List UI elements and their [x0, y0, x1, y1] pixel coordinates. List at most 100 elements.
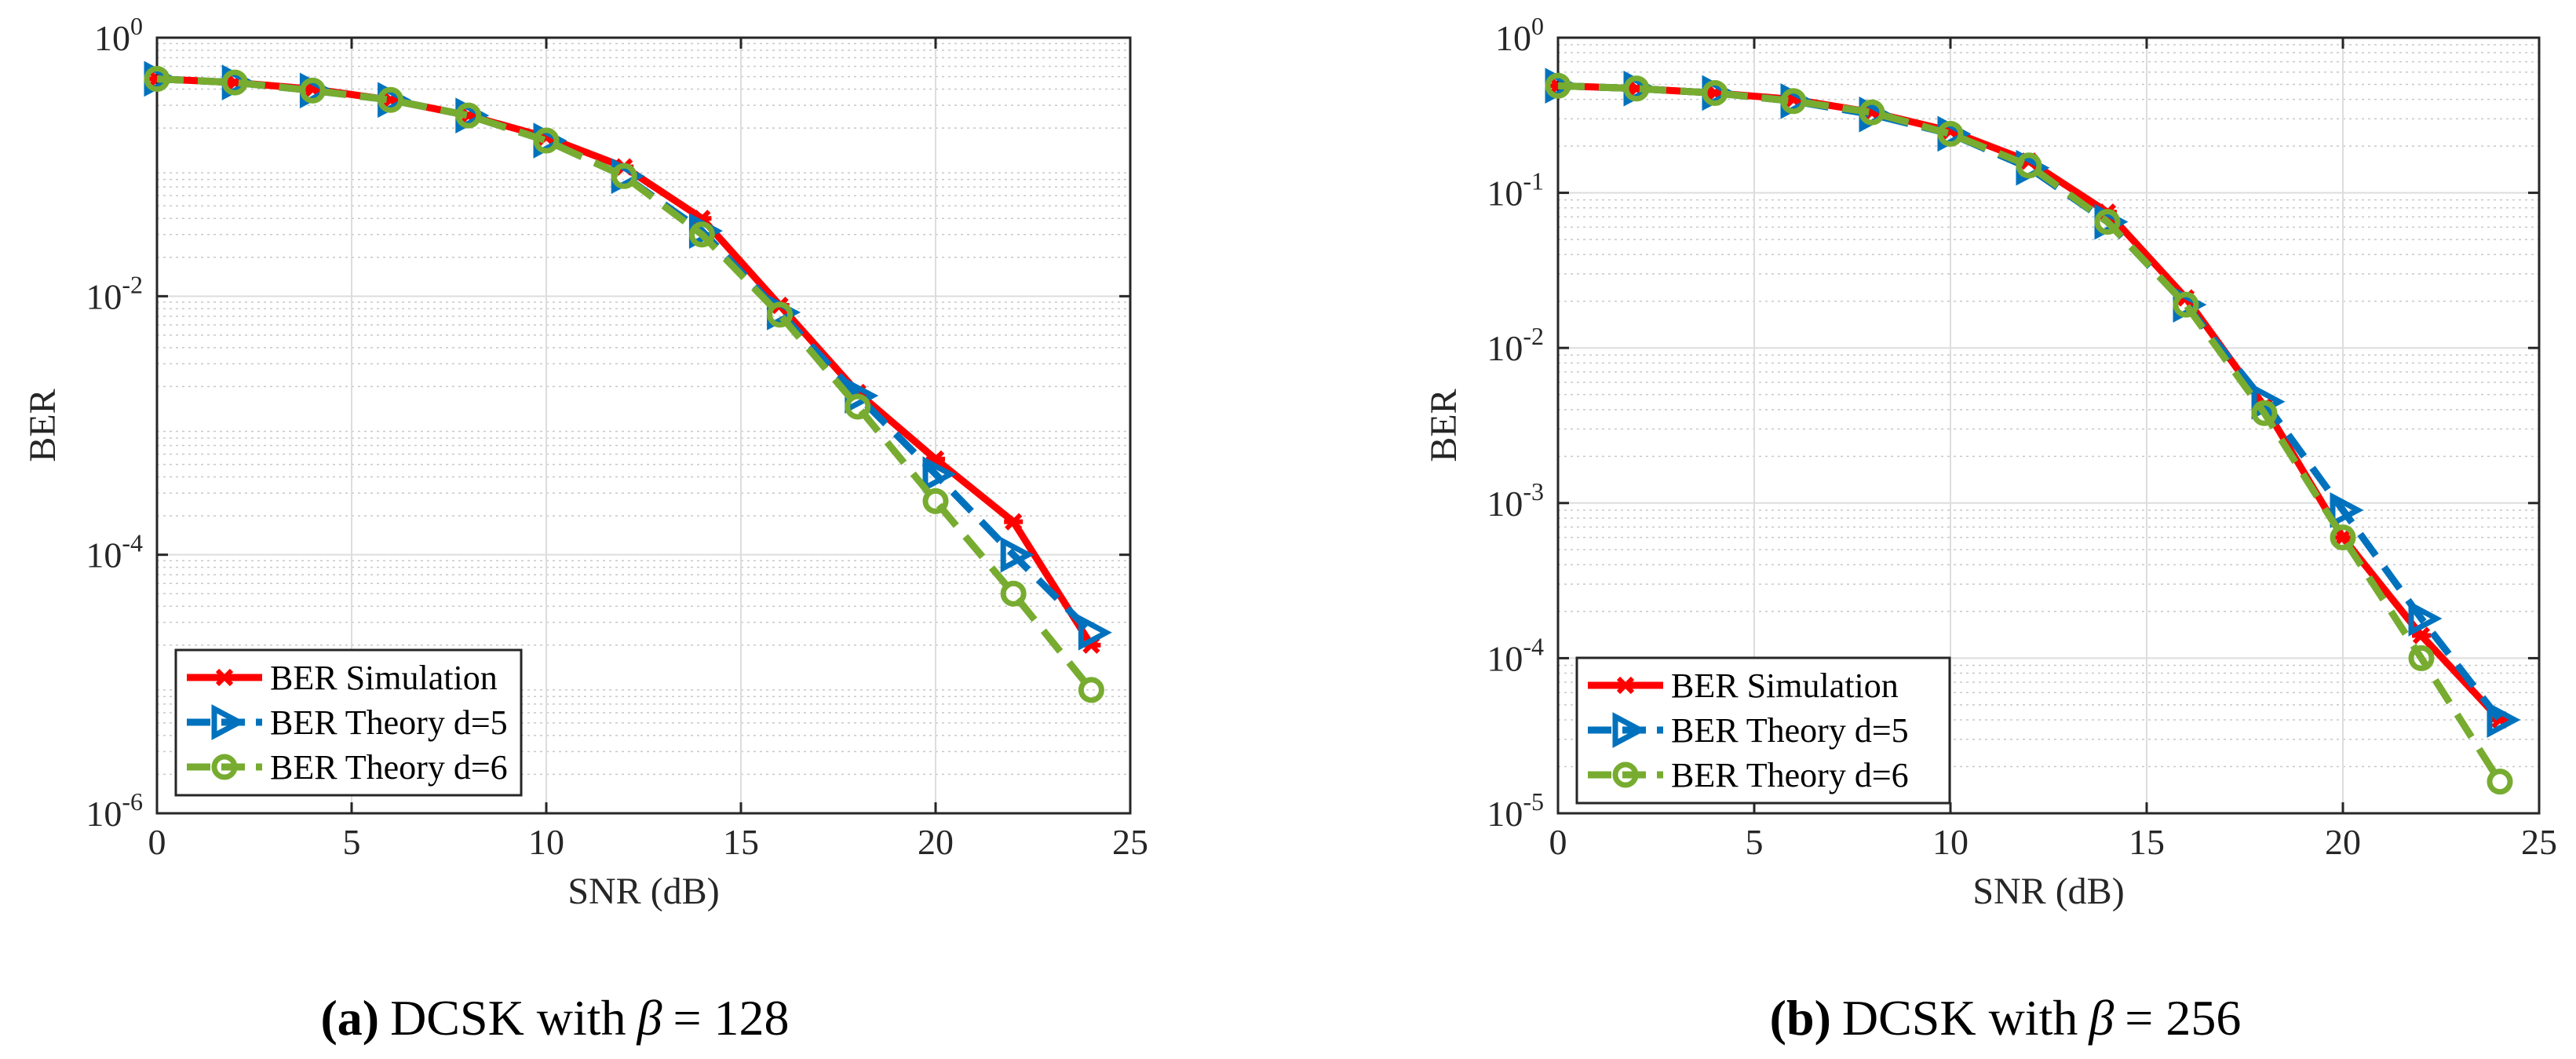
chart-a-y-tick-label-3: 100 — [94, 12, 143, 58]
chart-a-series-2-point-1 — [221, 69, 248, 96]
chart-a-legend-item-1: BER Theory d=5 — [187, 703, 508, 742]
caption-a-equals: = 128 — [673, 990, 789, 1046]
chart-b-series — [1545, 68, 2521, 795]
chart-b-legend: BER Simulation BER Theory d=5 BER Theory d… — [1575, 656, 1951, 805]
chart-b-series-1-line — [1557, 82, 2503, 722]
chart-b-series-2-point-9 — [2251, 400, 2278, 426]
chart-b-legend-marker-2 — [1612, 761, 1639, 788]
chart-a-series-1-line — [156, 75, 1094, 635]
chart-b-series-2-point-11 — [2408, 645, 2435, 671]
chart-a-x-tick-label-2: 10 — [528, 822, 564, 862]
chart-b-x-axis-label: SNR (dB) — [1972, 871, 2124, 912]
chart-b-y-tick-label-1: 10-4 — [1487, 632, 1544, 678]
chart-a-series-2-point-3 — [378, 86, 404, 113]
chart-b-series-2-point-0 — [1545, 72, 1571, 99]
chart-b-series-2-point-7 — [2094, 209, 2121, 236]
chart-a-ticks: 0 5 10 15 20 25 10-6 10-4 10-2 100 — [86, 12, 1148, 862]
chart-b-x-tick-label-4: 20 — [2325, 822, 2361, 862]
caption-a-symbol: β — [636, 990, 662, 1046]
chart-b-legend-label-1: BER Theory d=5 — [1671, 711, 1909, 750]
chart-a-series-0-point-11 — [1004, 513, 1023, 531]
chart-a-series-1-point-10 — [922, 456, 957, 492]
caption-a-text: DCSK with — [390, 990, 626, 1046]
chart-a-series — [144, 60, 1112, 703]
chart-a-series-2-point-8 — [767, 301, 794, 328]
chart-a-legend-item-2: BER Theory d=6 — [187, 748, 508, 787]
chart-b-series-2 — [1545, 72, 2513, 795]
chart-b-series-2-point-4 — [1859, 99, 1885, 126]
chart-b: 0 5 10 15 20 25 10-5 10-4 10-3 10-2 10-1 100 SNR (dB… — [1423, 12, 2557, 912]
chart-a-series-1-point-11 — [1000, 536, 1034, 573]
chart-b-series-2-point-1 — [1623, 75, 1650, 102]
chart-b-legend-label-2: BER Theory d=6 — [1671, 756, 1909, 794]
chart-b-y-tick-label-4: 10-1 — [1487, 167, 1544, 214]
chart-a: 0 5 10 15 20 25 10-6 10-4 10-2 100 SNR (dB) BER BER … — [22, 12, 1148, 912]
chart-b-x-tick-label-0: 0 — [1549, 822, 1567, 862]
chart-b-legend-marker-1 — [1612, 712, 1647, 748]
caption-a-label: (a) — [320, 990, 379, 1046]
caption-b-text: DCSK with — [1842, 990, 2078, 1046]
chart-a-x-tick-label-4: 20 — [918, 822, 954, 862]
chart-b-x-tick-label-5: 25 — [2521, 822, 2557, 862]
chart-b-y-tick-label-5: 100 — [1495, 12, 1544, 58]
chart-a-y-tick-label-0: 10-6 — [86, 787, 143, 834]
chart-a-x-tick-label-1: 5 — [343, 822, 361, 862]
chart-b-series-1-point-11 — [2408, 601, 2443, 637]
chart-b-y-tick-label-2: 10-3 — [1487, 477, 1544, 524]
chart-a-y-tick-label-1: 10-4 — [86, 529, 143, 575]
chart-b-series-2-point-5 — [1937, 120, 1964, 147]
chart-b-series-2-point-8 — [2173, 291, 2199, 318]
chart-b-series-2-point-12 — [2487, 769, 2513, 795]
chart-b-series-0-point-10 — [2333, 528, 2352, 546]
chart-a-series-2-point-0 — [144, 65, 170, 92]
chart-b-legend-item-0: BER Simulation — [1588, 666, 1899, 705]
chart-a-x-axis-label: SNR (dB) — [567, 871, 719, 912]
chart-a-series-2-point-5 — [533, 127, 560, 154]
chart-a-x-tick-label-5: 25 — [1112, 822, 1148, 862]
chart-b-y-axis-label: BER — [1423, 389, 1465, 462]
chart-a-legend-marker-2 — [211, 754, 238, 780]
chart-b-legend-item-2: BER Theory d=6 — [1588, 756, 1909, 794]
chart-b-legend-label-0: BER Simulation — [1671, 666, 1899, 705]
chart-a-series-1-point-12 — [1078, 614, 1112, 651]
chart-b-x-tick-label-3: 15 — [2129, 822, 2165, 862]
caption-b-symbol: β — [2087, 990, 2114, 1046]
chart-b-series-2-point-10 — [2330, 524, 2356, 551]
chart-b-x-tick-label-1: 5 — [1746, 822, 1764, 862]
chart-a-legend-marker-0 — [215, 668, 234, 687]
chart-b-ticks: 0 5 10 15 20 25 10-5 10-4 10-3 10-2 10-1 100 — [1487, 12, 2557, 862]
chart-b-series-1-point-10 — [2330, 492, 2364, 528]
chart-b-series-2-point-6 — [2016, 152, 2042, 179]
chart-b-legend-marker-0 — [1616, 676, 1635, 695]
chart-a-legend: BER Simulation BER Theory d=5 BER Theory d… — [174, 648, 523, 797]
chart-a-series-2-point-6 — [611, 163, 637, 189]
chart-a-axes-box — [155, 36, 1132, 815]
chart-a-legend-label-1: BER Theory d=5 — [270, 703, 508, 742]
caption-b-label: (b) — [1770, 990, 1831, 1046]
chart-b-series-2-point-3 — [1780, 88, 1807, 115]
chart-a-y-tick-label-2: 10-2 — [86, 270, 143, 316]
chart-b-legend-item-1: BER Theory d=5 — [1588, 711, 1909, 750]
chart-a-series-2-point-9 — [845, 393, 871, 420]
chart-b-x-tick-label-2: 10 — [1932, 822, 1968, 862]
chart-a-series-2-point-7 — [688, 221, 715, 248]
chart-a-series-2-point-10 — [922, 488, 949, 514]
chart-a-x-tick-label-3: 15 — [723, 822, 759, 862]
chart-b-series-2-point-2 — [1702, 79, 1728, 106]
chart-a-legend-label-2: BER Theory d=6 — [270, 748, 508, 787]
chart-a-series-2 — [144, 65, 1104, 703]
chart-a-y-axis-label: BER — [22, 389, 64, 462]
chart-a-series-2-point-4 — [455, 102, 482, 129]
chart-b-series-1-point-9 — [2251, 383, 2286, 420]
chart-a-legend-marker-1 — [211, 704, 246, 740]
chart-b-y-tick-label-3: 10-2 — [1487, 322, 1544, 368]
chart-a-series-2-point-2 — [299, 77, 326, 104]
caption-b-equals: = 256 — [2125, 990, 2241, 1046]
chart-b-grid — [1557, 37, 2540, 814]
chart-a-legend-label-0: BER Simulation — [270, 659, 498, 697]
chart-a-x-tick-label-0: 0 — [148, 822, 166, 862]
chart-b-series-1-point-12 — [2487, 702, 2521, 738]
chart-a-series-2-point-12 — [1078, 677, 1104, 703]
chart-b-y-tick-label-0: 10-5 — [1487, 787, 1544, 834]
